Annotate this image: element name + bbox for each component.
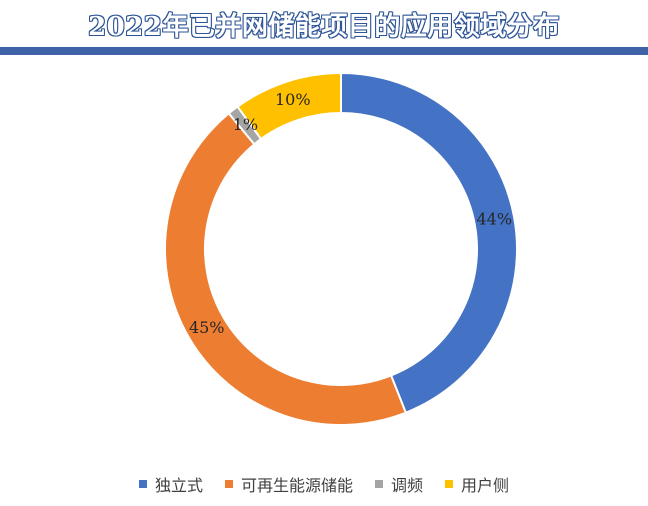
legend-label-2: 调频 bbox=[391, 476, 424, 495]
data-label-独立式: 44% bbox=[476, 209, 512, 228]
data-label-可再生能源储能: 45% bbox=[189, 318, 225, 337]
data-label-调频: 1% bbox=[233, 115, 258, 134]
legend-swatch-0 bbox=[138, 480, 147, 488]
legend-item-1: 可再生能源储能 bbox=[224, 472, 353, 496]
legend-swatch-1 bbox=[224, 480, 233, 488]
legend-label-0: 独立式 bbox=[154, 476, 203, 495]
legend-swatch-3 bbox=[445, 480, 454, 488]
chart-title: 2022年已并网储能项目的应用领域分布 bbox=[88, 12, 560, 42]
legend-swatch-2 bbox=[375, 480, 383, 488]
donut-slice-可再生能源储能 bbox=[164, 111, 408, 426]
legend-item-2: 调频 bbox=[375, 472, 423, 496]
legend-item-0: 独立式 bbox=[138, 472, 203, 496]
donut-slice-独立式 bbox=[340, 71, 518, 414]
donut-chart: 44% 45% 1% 10% bbox=[164, 71, 518, 426]
data-label-用户侧: 10% bbox=[275, 90, 311, 109]
title-underline bbox=[0, 47, 648, 55]
legend-label-1: 可再生能源储能 bbox=[240, 476, 353, 495]
chart-legend: 独立式 可再生能源储能 调频 用户侧 bbox=[0, 472, 648, 496]
donut-slice-用户侧 bbox=[236, 71, 342, 141]
legend-label-3: 用户侧 bbox=[461, 476, 510, 495]
legend-item-3: 用户侧 bbox=[445, 472, 509, 496]
